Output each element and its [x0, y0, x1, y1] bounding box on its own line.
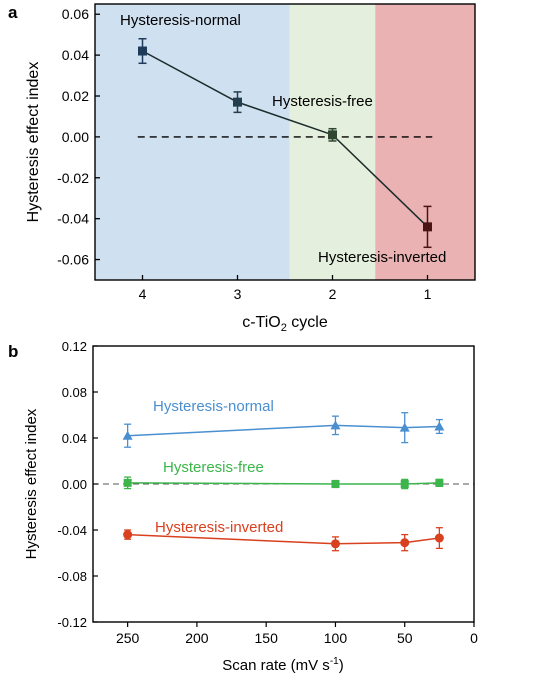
x-axis-ticks: 4 3 2 1 — [139, 275, 432, 302]
y-axis-label-b: Hysteresis effect index — [23, 408, 40, 559]
plot-frame-a — [94, 3, 476, 281]
y-tick-label: 0.04 — [62, 47, 89, 63]
y-tick-label: 0.04 — [62, 431, 87, 446]
y-tick-label: -0.04 — [57, 211, 89, 227]
series-labels: Hysteresis-normal Hysteresis-free Hysteres… — [153, 398, 283, 536]
series-label: Hysteresis-free — [163, 459, 264, 476]
panel-a-label: a — [8, 3, 18, 22]
panel-b: b Hysteresis-normalHysteresis-freeHyster… — [8, 339, 478, 674]
y-tick-label: -0.04 — [57, 523, 87, 538]
y-axis-ticks: -0.06 -0.04 -0.02 0.00 0.02 0.04 0.06 — [57, 6, 100, 268]
region-bands — [95, 4, 475, 280]
y-tick-label: 0.12 — [62, 339, 87, 354]
series-line — [127, 424, 440, 437]
region-band — [289, 4, 376, 280]
data-point — [434, 533, 444, 543]
x-tick-label: 1 — [424, 286, 432, 302]
panel-a: a Hysteresis-normalHysteresis-freeHyster… — [8, 3, 476, 334]
y-tick-label: -0.12 — [57, 615, 87, 630]
region-label: Hysteresis-normal — [120, 12, 241, 29]
data-point — [123, 478, 132, 487]
x-axis-label-superscript: -1 — [330, 656, 339, 667]
y-tick-label: -0.08 — [57, 569, 87, 584]
x-tick-label: 100 — [324, 630, 348, 646]
series-line — [142, 50, 429, 228]
x-tick-label: 50 — [397, 630, 413, 646]
x-axis-label-b: Scan rate (mV s-1) — [222, 656, 343, 674]
data-point — [122, 430, 133, 440]
x-axis-label-subscript: 2 — [281, 322, 287, 334]
x-tick-label: 2 — [329, 286, 337, 302]
series-label: Hysteresis-normal — [153, 398, 274, 415]
region-label: Hysteresis-inverted — [318, 249, 446, 266]
y-axis-ticks: -0.12 -0.08 -0.04 0.00 0.04 0.08 0.12 — [57, 339, 98, 630]
data-point — [123, 530, 133, 540]
series-line — [127, 533, 440, 545]
data-point — [328, 130, 337, 140]
data-point — [138, 46, 147, 56]
y-axis-label-a: Hysteresis effect index — [25, 62, 42, 223]
x-tick-label: 0 — [470, 630, 478, 646]
data-series — [122, 412, 445, 552]
y-tick-label: 0.02 — [62, 88, 89, 104]
data-point — [435, 478, 444, 487]
data-point — [330, 420, 341, 430]
x-tick-label: 200 — [185, 630, 209, 646]
x-axis-ticks: 250 200 150 100 50 0 — [116, 622, 478, 646]
panel-b-label: b — [8, 342, 18, 361]
region-label: Hysteresis-free — [272, 93, 373, 110]
region-labels: Hysteresis-normal Hysteresis-free Hysteres… — [120, 12, 446, 266]
x-tick-label: 250 — [116, 630, 140, 646]
data-point — [399, 422, 410, 432]
region-band — [95, 4, 290, 280]
x-axis-label-a: c-TiO2 cycle — [242, 314, 328, 334]
data-point — [331, 480, 340, 488]
data-point — [330, 539, 340, 549]
y-tick-label: -0.02 — [57, 170, 89, 186]
x-tick-label: 150 — [255, 630, 279, 646]
region-band — [375, 4, 475, 280]
x-tick-label: 4 — [139, 286, 147, 302]
y-tick-label: 0.06 — [62, 6, 89, 22]
y-tick-label: 0.00 — [62, 129, 89, 145]
data-point — [434, 421, 445, 431]
data-point — [233, 97, 242, 107]
y-tick-label: 0.00 — [62, 477, 87, 492]
series-label: Hysteresis-inverted — [155, 519, 283, 536]
data-point — [400, 538, 410, 548]
x-tick-label: 3 — [234, 286, 242, 302]
y-tick-label: 0.08 — [62, 385, 87, 400]
data-point — [423, 222, 432, 232]
data-series — [138, 38, 432, 249]
series-line — [127, 482, 440, 485]
y-tick-label: -0.06 — [57, 252, 89, 268]
data-point — [400, 480, 409, 488]
